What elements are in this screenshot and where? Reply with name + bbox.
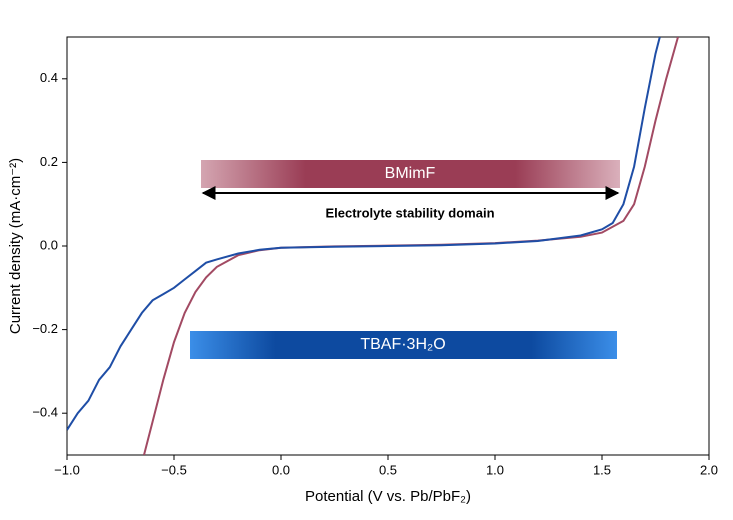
y-tick-label: 0.0	[40, 237, 58, 252]
y-tick-label: −0.2	[32, 321, 58, 336]
stability-bar	[190, 331, 617, 359]
annotation: Electrolyte stability domain	[325, 205, 494, 220]
x-tick-label: 1.5	[593, 462, 611, 477]
x-tick-label: 2.0	[700, 462, 718, 477]
x-tick-label: 0.0	[272, 462, 290, 477]
stability-bar	[201, 160, 620, 188]
x-axis-label: Potential (V vs. Pb/PbF₂)	[305, 488, 471, 505]
y-tick-label: −0.4	[32, 405, 58, 420]
y-tick-label: 0.4	[40, 70, 58, 85]
x-tick-label: −0.5	[161, 462, 187, 477]
x-tick-label: −1.0	[54, 462, 80, 477]
plot-area	[67, 37, 679, 455]
x-tick-label: 1.0	[486, 462, 504, 477]
data-line	[67, 37, 661, 431]
y-axis-label: Current density (mA·cm⁻²)	[7, 158, 24, 334]
series-label: TBAF·3H₂O	[360, 336, 445, 353]
x-tick-label: 0.5	[379, 462, 397, 477]
y-tick-label: 0.2	[40, 154, 58, 169]
series-label: BMimF	[385, 165, 436, 182]
